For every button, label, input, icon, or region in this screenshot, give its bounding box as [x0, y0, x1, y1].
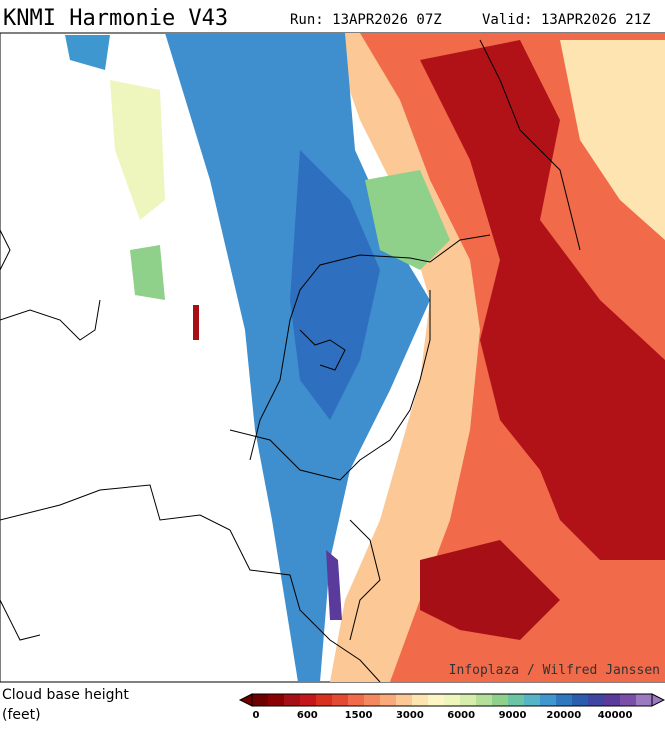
border-line [349, 39, 581, 641]
colorbar-ticks: 0 600 1500 3000 6000 9000 20000 40000 [253, 710, 633, 721]
colorbar-segment [492, 694, 509, 706]
cloud-lowest-zone [420, 540, 560, 640]
colorbar-segment [348, 694, 365, 706]
cloud-high-band [290, 150, 380, 420]
border-line [0, 484, 381, 683]
cloud-high-patch [65, 35, 110, 70]
colorbar-segment [316, 694, 333, 706]
cloud-lowest-zone [420, 40, 665, 560]
coastline [0, 599, 41, 641]
cloud-mid-patch [130, 245, 165, 300]
colorbar-tick-label: 40000 [598, 710, 633, 721]
colorbar-segment [396, 694, 413, 706]
colorbar-tick-label: 6000 [447, 710, 475, 721]
colorbar [238, 693, 665, 707]
cloud-mid-patch [365, 170, 450, 270]
colorbar-segment [540, 694, 557, 706]
colorbar-segment [252, 694, 269, 706]
map: Infoplaza / Wilfred Janssen [0, 32, 665, 683]
colorbar-segment [460, 694, 477, 706]
colorbar-segment [588, 694, 605, 706]
colorbar-segment [604, 694, 621, 706]
colorbar-tick-label: 0 [253, 710, 260, 721]
run-time: Run: 13APR2026 07Z [290, 12, 442, 28]
title: KNMI Harmonie V43 [3, 6, 228, 31]
valid-time: Valid: 13APR2026 21Z [482, 12, 651, 28]
colorbar-segment [380, 694, 397, 706]
colorbar-end [238, 693, 253, 707]
coastline [249, 234, 491, 461]
cloud-highest-patch [326, 550, 342, 620]
coastline [0, 229, 101, 341]
colorbar-segment [412, 694, 429, 706]
colorbar-tick-label: 600 [297, 710, 318, 721]
colorbar-segment [556, 694, 573, 706]
colorbar-segment [572, 694, 589, 706]
colorbar-segment [476, 694, 493, 706]
colorbar-tick-label: 3000 [396, 710, 424, 721]
legend-unit: (feet) [2, 707, 41, 723]
colorbar-segment [332, 694, 349, 706]
colorbar-segment [364, 694, 381, 706]
colorbar-outline [251, 693, 653, 707]
colorbar-segment [428, 694, 445, 706]
colorbar-segment [284, 694, 301, 706]
cloud-mid-zone [560, 40, 665, 240]
cloud-low-patch [193, 305, 199, 340]
colorbar-end [651, 693, 665, 707]
colorbar-segment [620, 694, 637, 706]
credit: Infoplaza / Wilfred Janssen [449, 663, 660, 678]
colorbar-segment [300, 694, 317, 706]
colorbar-segment [268, 694, 285, 706]
border-line [229, 290, 431, 481]
colorbar-tick-label: 20000 [546, 710, 581, 721]
colorbar-tick-label: 1500 [345, 710, 373, 721]
colorbar-segment [508, 694, 525, 706]
colorbar-tick-label: 9000 [499, 710, 527, 721]
cloud-mid-patch [110, 80, 165, 220]
legend-title: Cloud base height [2, 687, 129, 703]
colorbar-segment [524, 694, 541, 706]
colorbar-segment [636, 694, 653, 706]
colorbar-segment [444, 694, 461, 706]
